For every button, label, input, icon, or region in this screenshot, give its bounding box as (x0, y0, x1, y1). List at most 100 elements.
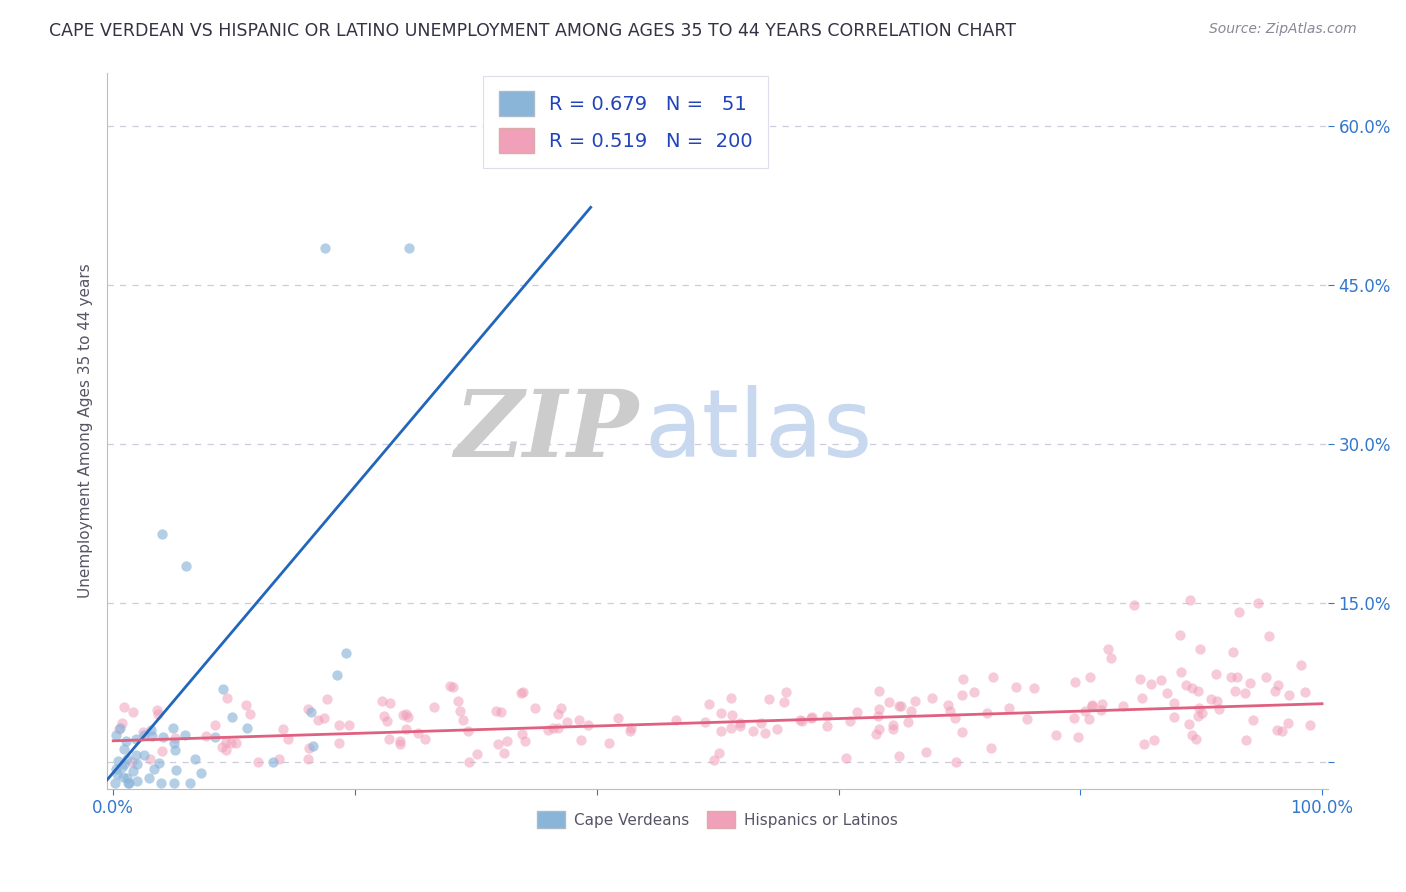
Point (749, 716, 772, 731)
Point (190, 766, 212, 780)
Point (921, 690, 943, 705)
Point (773, 696, 796, 710)
Point (453, 713, 475, 727)
Point (976, 706, 998, 720)
Point (980, 741, 1002, 756)
Point (326, 667, 349, 681)
Point (801, 710, 824, 724)
Point (312, 711, 335, 725)
Point (792, 714, 814, 728)
Point (1174, 678, 1197, 692)
Point (391, 707, 413, 722)
Point (537, 723, 560, 737)
Point (900, 704, 922, 718)
Point (882, 722, 904, 736)
Point (394, 706, 416, 721)
Point (815, 708, 838, 723)
Point (441, 680, 464, 694)
Point (555, 715, 578, 730)
Point (720, 690, 742, 705)
Point (221, 709, 243, 723)
Point (1265, 723, 1288, 737)
Point (239, 707, 262, 722)
Point (963, 685, 986, 699)
Point (619, 724, 641, 739)
Point (1289, 658, 1312, 673)
Point (163, 736, 186, 750)
Point (489, 705, 512, 719)
Point (112, 699, 135, 714)
Point (742, 724, 765, 739)
Point (569, 733, 592, 747)
Point (1206, 694, 1229, 708)
Point (1188, 641, 1211, 656)
Point (271, 722, 294, 736)
Point (547, 707, 569, 722)
Point (1225, 684, 1247, 698)
Point (728, 716, 751, 731)
Point (938, 704, 960, 718)
Point (269, 752, 291, 766)
Point (1181, 681, 1204, 695)
Point (1208, 702, 1230, 716)
Point (1264, 683, 1286, 698)
Point (1078, 712, 1101, 726)
Point (446, 694, 468, 708)
Point (1188, 700, 1211, 714)
Point (215, 743, 238, 757)
Point (146, 707, 169, 722)
Point (868, 702, 890, 716)
Point (316, 691, 339, 706)
Point (890, 698, 912, 713)
Point (108, 722, 131, 736)
Point (236, 721, 259, 735)
Point (115, 752, 138, 766)
Point (866, 709, 889, 723)
Text: atlas: atlas (644, 384, 873, 476)
Point (117, 776, 139, 790)
Point (377, 731, 399, 746)
Point (1163, 696, 1185, 710)
Point (165, 743, 187, 757)
Point (1112, 698, 1135, 713)
Point (1256, 670, 1278, 684)
Point (817, 719, 839, 733)
Point (839, 714, 862, 728)
Point (162, 721, 184, 735)
Point (952, 672, 974, 686)
Point (1022, 681, 1045, 695)
Point (1220, 670, 1243, 684)
Point (1178, 592, 1201, 607)
Point (997, 701, 1019, 715)
Point (950, 688, 973, 702)
Point (950, 725, 973, 739)
Text: Source: ZipAtlas.com: Source: ZipAtlas.com (1209, 22, 1357, 37)
Point (1170, 665, 1192, 680)
Point (378, 696, 401, 710)
Point (789, 713, 811, 727)
Point (297, 741, 319, 756)
Point (307, 714, 329, 728)
Point (118, 776, 141, 790)
Point (721, 707, 744, 722)
Point (1229, 605, 1251, 619)
Point (693, 714, 716, 729)
Point (370, 694, 392, 708)
Point (710, 724, 733, 739)
Point (845, 706, 868, 720)
Point (373, 709, 395, 723)
Point (865, 726, 887, 740)
Point (389, 737, 412, 751)
Point (277, 732, 299, 747)
Point (235, 698, 257, 712)
Point (152, 744, 174, 758)
Point (1073, 704, 1095, 718)
Point (299, 705, 322, 719)
Point (388, 734, 411, 748)
Point (125, 747, 148, 762)
Point (1239, 676, 1261, 690)
Point (439, 679, 461, 693)
Point (868, 722, 890, 736)
Point (1257, 629, 1279, 643)
Point (550, 701, 572, 715)
